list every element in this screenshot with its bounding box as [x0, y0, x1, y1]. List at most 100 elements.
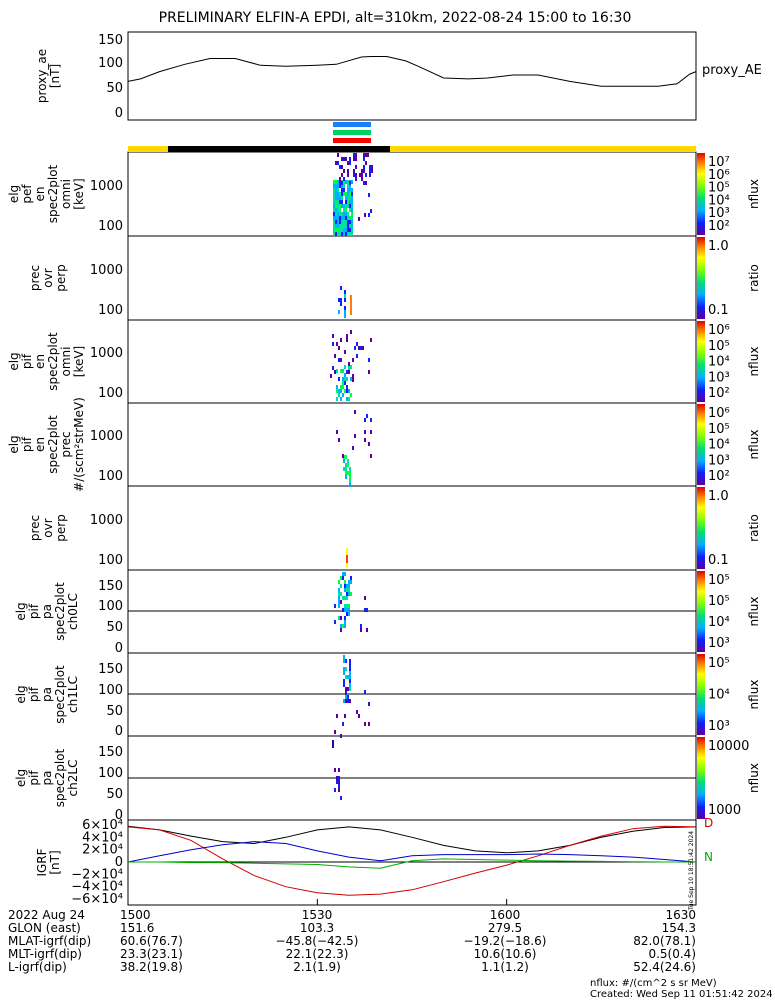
spec-cell-pef-omni	[353, 173, 355, 177]
spec-cell-ch1lc	[343, 667, 345, 671]
status-bar-black	[168, 146, 390, 152]
spec-cell-pef-omni	[333, 192, 335, 196]
spec-cell-pif-omni	[348, 365, 350, 369]
ylabel-1-0: elg	[7, 185, 21, 203]
spec-cell-pef-omni	[347, 196, 349, 200]
spec-cell-ch1lc	[349, 683, 351, 687]
spec-cell-pif-prec	[354, 434, 356, 438]
spec-cell-ch2lc	[338, 776, 340, 780]
spec-cell-pef-omni	[343, 220, 345, 224]
spec-cell-pef-omni	[333, 228, 335, 232]
colorbar-tick-3-2: 10⁴	[708, 355, 730, 370]
spec-cell-ch0lc	[344, 620, 346, 624]
spec-cell-ch0lc	[338, 592, 340, 596]
spec-cell-pif-omni	[336, 389, 338, 393]
spec-cell-ch1lc	[364, 690, 366, 694]
colorbar-label-6: nflux	[747, 597, 761, 627]
ylabel-2-2: perp	[54, 264, 68, 292]
spec-cell-pef-omni	[339, 204, 341, 208]
ytick-8-3: 150	[98, 745, 123, 760]
colorbar-tick-8-0: 1000	[708, 803, 741, 818]
spec-cell-pef-omni	[339, 165, 341, 169]
spec-cell-pif-prec	[354, 410, 356, 414]
ytick-4-0: 100	[98, 469, 123, 484]
spec-cell-pef-omni	[347, 228, 349, 232]
ylabel-4-4: prec	[59, 431, 73, 457]
spec-cell-pef-omni	[335, 224, 337, 228]
spec-cell-ch0lc	[348, 592, 350, 596]
spec-cell-pef-omni	[351, 212, 353, 216]
spec-cell-pef-omni	[335, 200, 337, 204]
spec-cell-ch0lc	[344, 588, 346, 592]
footer-value-4-3: 52.4(24.6)	[633, 960, 696, 974]
ylabel-4-1: pif	[20, 436, 34, 452]
spec-cell-pef-omni	[349, 181, 351, 185]
spec-cell-pef-omni	[351, 204, 353, 208]
ylabel-1-1: pef	[20, 184, 34, 204]
spec-cell-pef-omni	[339, 196, 341, 200]
proxy-ae-panel: proxy_AE	[127, 56, 762, 87]
spec-cell-pef-omni	[339, 232, 341, 236]
spec-cell-pef-omni	[341, 181, 343, 185]
spec-cell-pef-omni	[335, 216, 337, 220]
footer-value-3-2: 10.6(10.6)	[474, 947, 537, 961]
ytick-9-0: −6×10⁴	[71, 892, 123, 907]
spec-cell-ch2lc	[334, 768, 336, 772]
ytick-8-0: 0	[115, 808, 123, 823]
spec-cell-ch0lc	[348, 612, 350, 616]
footer-value-2-2: −19.2(−18.6)	[464, 934, 547, 948]
colorbar-tick-1-1: 10³	[708, 206, 730, 221]
spec-cell-pef-omni	[361, 169, 363, 173]
spec-cell-ch2lc	[334, 788, 336, 792]
footer-value-0-1: 1530	[302, 908, 333, 922]
spec-cell-pef-omni	[335, 204, 337, 208]
spec-cell-pef-omni	[351, 208, 353, 212]
spec-cell-pef-omni	[341, 173, 343, 177]
panel-frame-2	[127, 235, 697, 321]
spec-cell-pef-omni	[341, 184, 343, 188]
spec-cell-pef-omni	[365, 173, 367, 177]
spec-cell-pif-omni	[344, 377, 346, 381]
spec-cell-pef-omni	[363, 169, 365, 173]
status-bars	[128, 122, 696, 152]
spec-cell-pef-omni	[345, 224, 347, 228]
colorbar-label-8: nflux	[747, 763, 761, 793]
colorbar-tick-6-2: 10⁵	[708, 594, 730, 609]
spec-cell-pef-omni	[343, 212, 345, 216]
spec-cell-pef-omni	[337, 204, 339, 208]
spec-cell-pif-prec	[343, 467, 345, 471]
spec-cell-ch0lc	[342, 572, 344, 576]
spec-cell-pif-omni	[340, 338, 342, 342]
footer-value-1-1: 103.3	[300, 921, 334, 935]
spec-cell-pef-omni	[339, 212, 341, 216]
ylabel-0-1: [nT]	[48, 64, 62, 88]
spec-cell-pif-omni	[338, 346, 340, 350]
spec-cell-pif-omni	[348, 397, 350, 401]
spec-cell-ch0lc	[346, 588, 348, 592]
ylabel-3-0: elg	[7, 352, 21, 370]
ytick-3-0: 100	[98, 386, 123, 401]
spec-cell-pif-omni	[368, 370, 370, 374]
spec-cell-pef-omni	[368, 193, 370, 197]
spec-cell-pif-prec	[352, 446, 354, 450]
spec-cell-ch1lc	[343, 655, 345, 659]
spec-cell-pef-omni	[337, 220, 339, 224]
spec-cell-ch0lc	[360, 624, 362, 628]
colorbar-tick-6-1: 10⁴	[708, 615, 730, 630]
spec-cell-pif-omni	[342, 393, 344, 397]
spec-cell-pif-prec	[343, 459, 345, 463]
ylabel-4-5: #/(scm²strMeV)	[72, 397, 86, 492]
spec-cell-pif-omni	[344, 381, 346, 385]
panel-frame-1	[127, 151, 697, 237]
spec-cell-pef-omni	[343, 180, 345, 184]
ytick-9-2: −2×10⁴	[71, 867, 123, 882]
spec-cell-ch0lc	[334, 604, 336, 608]
panel-frame-4	[127, 402, 697, 487]
spec-cell-ch1lc	[358, 714, 360, 718]
spec-cell-pef-omni	[351, 200, 353, 204]
spec-cell-ch1lc	[340, 734, 342, 738]
spec-cell-pif-prec	[364, 418, 366, 422]
spec-cell-ch1lc	[344, 714, 346, 718]
spec-cell-pif-omni	[346, 389, 348, 393]
